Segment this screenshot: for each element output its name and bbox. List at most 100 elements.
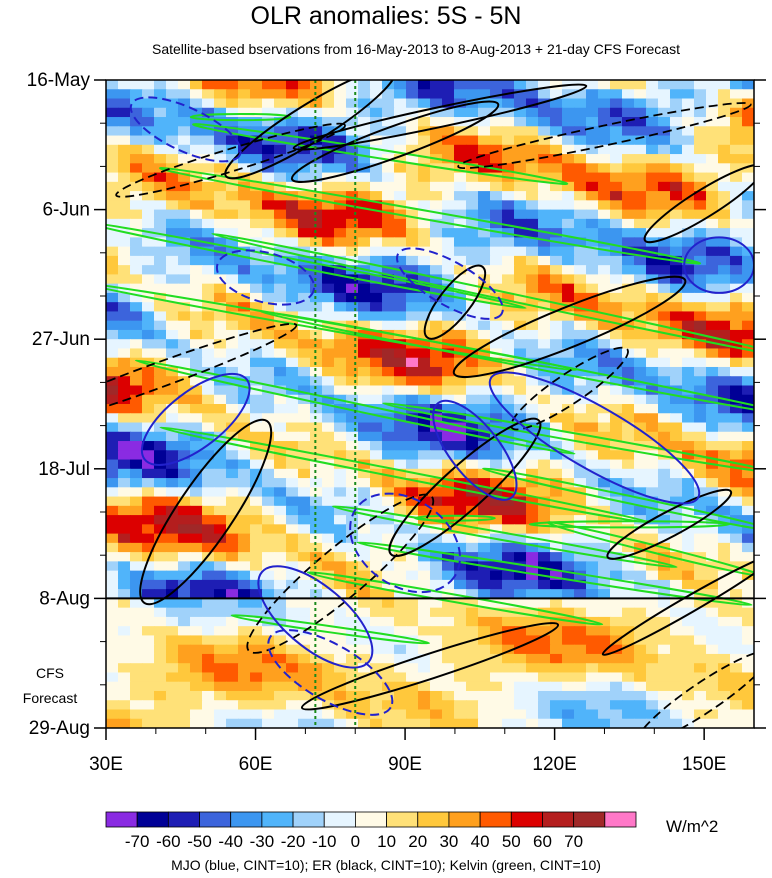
heat-cell	[238, 542, 251, 553]
heat-cell	[466, 561, 479, 572]
heat-cell	[262, 450, 275, 461]
heat-cell	[490, 200, 503, 211]
heat-cell	[394, 366, 407, 377]
heat-cell	[442, 653, 455, 664]
heat-cell	[502, 718, 515, 728]
heat-cell	[430, 126, 443, 137]
heat-cell	[598, 218, 611, 229]
heat-cell	[538, 366, 551, 377]
heat-cell	[430, 200, 443, 211]
heat-cell	[322, 302, 335, 313]
heat-cell	[286, 348, 299, 359]
heat-cell	[586, 709, 599, 720]
heat-cell	[190, 505, 203, 516]
heat-cell	[454, 681, 467, 692]
heat-cell	[562, 690, 575, 701]
kelvin-contour	[331, 505, 678, 569]
heat-cell	[334, 718, 347, 728]
heat-cell	[658, 718, 671, 728]
heat-cell	[250, 163, 263, 174]
heat-cell	[694, 154, 707, 164]
heat-cell	[106, 552, 119, 562]
heat-cell	[574, 274, 587, 285]
heat-cell	[202, 505, 215, 516]
heat-cell	[670, 246, 683, 257]
heat-cell	[142, 283, 155, 294]
heat-cell	[226, 357, 239, 368]
heat-cell	[466, 126, 479, 137]
heat-cell	[154, 644, 167, 655]
heat-cell	[382, 246, 395, 257]
heat-cell	[190, 181, 203, 192]
heat-cell	[382, 255, 395, 266]
heat-cell	[334, 172, 347, 183]
heat-cell	[238, 672, 251, 683]
heat-cell	[466, 718, 479, 728]
heat-cell	[622, 385, 635, 396]
heat-cell	[202, 246, 215, 257]
heat-cell	[598, 339, 611, 350]
heat-cell	[442, 422, 455, 433]
heat-cell	[334, 579, 347, 590]
heat-cell	[202, 589, 215, 599]
heat-cell	[118, 515, 131, 525]
heat-cell	[694, 542, 707, 553]
heat-cell	[550, 552, 563, 562]
heat-cell	[694, 348, 707, 359]
heat-cell	[178, 228, 191, 238]
heat-cell	[202, 292, 215, 303]
heat-cell	[742, 690, 754, 701]
heat-cell	[478, 80, 491, 90]
heat-cell	[478, 144, 491, 155]
heat-cell	[322, 394, 335, 405]
heat-cell	[358, 117, 371, 127]
heat-cell	[430, 579, 443, 590]
heat-cell	[142, 218, 155, 229]
heat-cell	[742, 450, 754, 461]
heat-cell	[730, 570, 743, 581]
heat-cell	[370, 385, 383, 396]
heat-cell	[418, 700, 431, 711]
heat-cell	[130, 478, 143, 488]
heat-cell	[490, 228, 503, 238]
heat-cell	[382, 218, 395, 229]
heat-cell	[394, 154, 407, 164]
heat-cell	[214, 570, 227, 581]
heat-cell	[382, 690, 395, 701]
heat-cell	[130, 302, 143, 313]
heat-cell	[118, 478, 131, 488]
heat-cell	[298, 653, 311, 664]
heat-cell	[250, 579, 263, 590]
heat-cell	[430, 570, 443, 581]
colorbar-swatch	[230, 811, 263, 828]
heat-cell	[634, 163, 647, 174]
heat-cell	[574, 515, 587, 525]
heat-cell	[154, 154, 167, 164]
heat-cell	[610, 98, 623, 109]
heat-cell	[394, 320, 407, 331]
heat-cell	[166, 468, 179, 479]
heat-cell	[274, 394, 287, 405]
heat-cell	[334, 117, 347, 127]
heat-cell	[334, 366, 347, 377]
heat-cell	[586, 478, 599, 488]
heat-cell	[514, 209, 527, 220]
heat-cell	[406, 422, 419, 433]
heat-cell	[370, 218, 383, 229]
heat-cell	[514, 459, 527, 470]
heat-cell	[250, 589, 263, 599]
heat-cell	[682, 422, 695, 433]
heat-cell	[322, 413, 335, 424]
heat-cell	[742, 302, 754, 313]
heat-cell	[634, 505, 647, 516]
heat-cell	[646, 135, 659, 146]
heat-cell	[706, 117, 719, 127]
heat-cell	[298, 561, 311, 572]
heat-cell	[298, 681, 311, 692]
heat-cell	[646, 89, 659, 100]
heat-cell	[142, 626, 155, 637]
heat-cell	[250, 422, 263, 433]
heat-cell	[358, 598, 371, 609]
heat-cell	[694, 311, 707, 322]
heat-cell	[238, 135, 251, 146]
